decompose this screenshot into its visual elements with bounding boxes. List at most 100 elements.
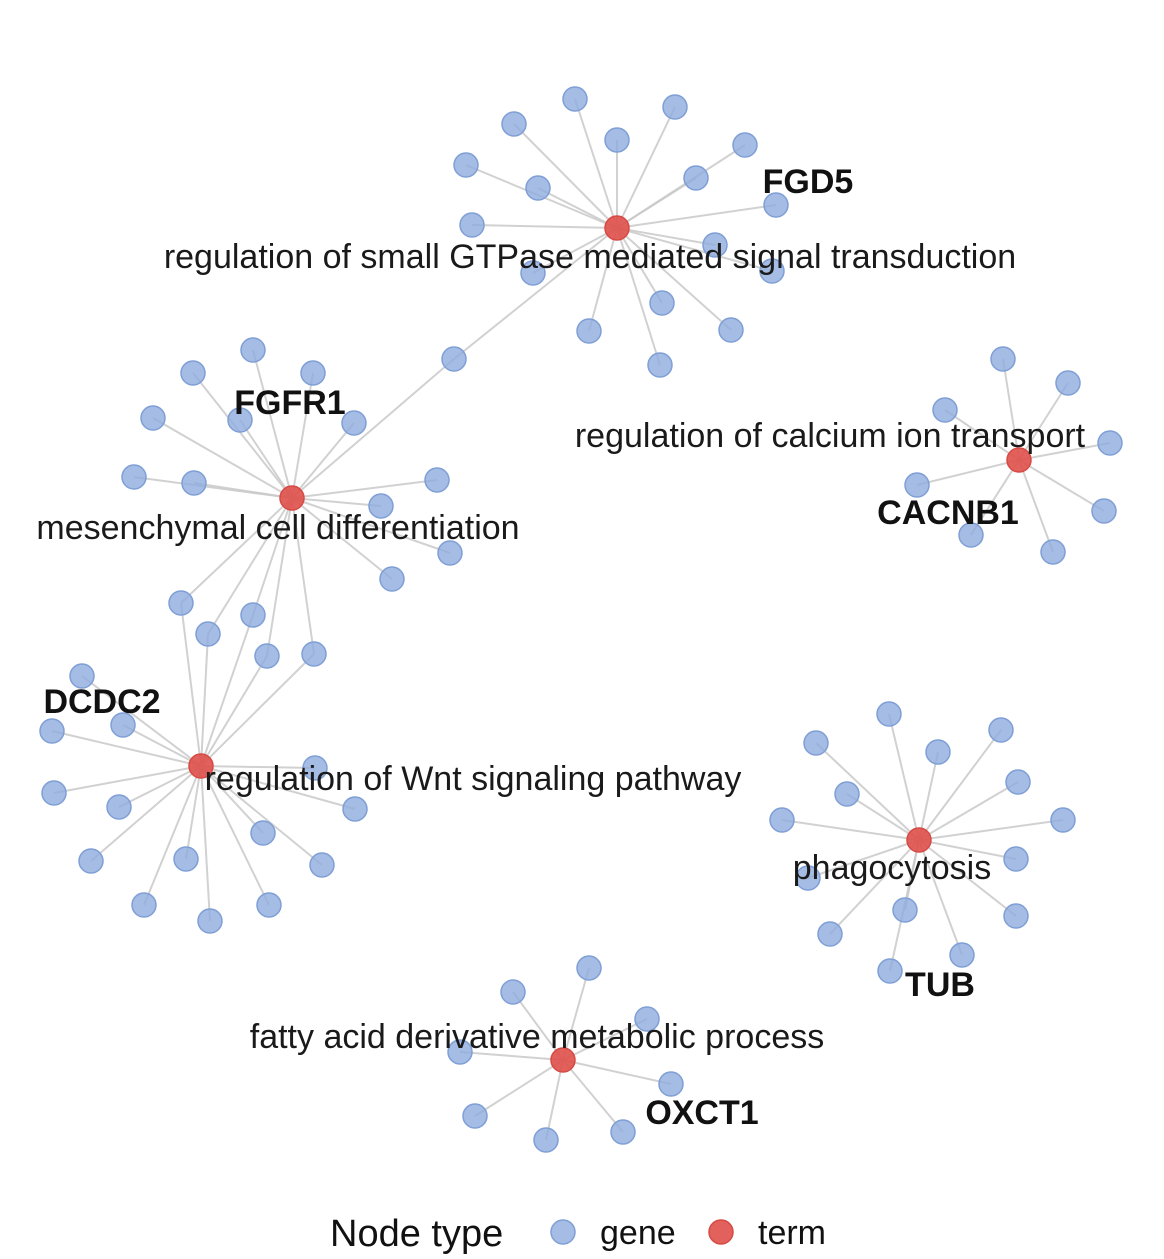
gene-node-50 <box>250 820 276 846</box>
edge-gene-40-t_mesench <box>207 497 293 635</box>
gene-node-32 <box>121 464 147 490</box>
edge-gene-70-t_phago <box>918 839 963 956</box>
gene-node-27 <box>180 360 206 386</box>
gene-node-72 <box>576 955 602 981</box>
gene-node-10 <box>702 232 728 258</box>
term-node-fatty <box>550 1047 576 1073</box>
edge-gene-39-t_mesench <box>252 497 293 616</box>
gene-node-61 <box>1005 769 1031 795</box>
term-node-calcium <box>1006 447 1032 473</box>
edge-gene-57-t_phago <box>888 713 920 841</box>
edge-gene-39-t_wnt <box>200 614 254 767</box>
term-node-phago <box>906 827 932 853</box>
edge-gene-72-t_fatty <box>562 967 590 1061</box>
gene-node-fgfr1 <box>227 407 253 433</box>
gene-node-0 <box>562 86 588 112</box>
edge-gene-25-t_calcium <box>1018 459 1054 553</box>
edge-gene-27-t_mesench <box>192 372 293 499</box>
gene-node-70 <box>949 942 975 968</box>
edge-gene-13-t_gtpase <box>616 227 663 304</box>
gene-node-63 <box>1050 807 1076 833</box>
gene-label-tub: TUB <box>905 966 975 1004</box>
gene-node-19 <box>1055 370 1081 396</box>
edge-gene-49-t_wnt <box>200 765 356 810</box>
edge-g_fgfr1-t_mesench <box>239 419 293 499</box>
edge-gene-38-t_mesench <box>180 497 293 604</box>
gene-node-77 <box>462 1103 488 1129</box>
gene-node-9 <box>459 212 485 238</box>
term-label-gtpase: regulation of small GTPase mediated sign… <box>164 238 1016 276</box>
gene-node-67 <box>892 897 918 923</box>
edge-g_cacnb1-t_calcium <box>970 459 1020 536</box>
gene-node-42 <box>254 643 280 669</box>
legend-title: Node type <box>330 1213 503 1254</box>
edge-gene-73-t_fatty <box>512 991 564 1061</box>
edge-gene-61-t_phago <box>918 781 1019 841</box>
edge-gene-79-t_fatty <box>545 1059 564 1141</box>
gene-node-34 <box>424 467 450 493</box>
gene-label-oxct1: OXCT1 <box>645 1094 758 1132</box>
edge-gene-40-t_wnt <box>200 633 209 767</box>
legend-term-swatch <box>708 1219 734 1245</box>
edge-gene-52-t_wnt <box>185 765 202 860</box>
edge-gene-17-t_mesench <box>291 358 455 499</box>
gene-node-58 <box>988 717 1014 743</box>
term-label-mesenchymal: mesenchymal cell differentiation <box>36 509 519 547</box>
gene-node-74 <box>634 1006 660 1032</box>
edge-gene-9-t_gtpase <box>471 224 618 229</box>
gene-node-26 <box>240 337 266 363</box>
edge-gene-2-t_gtpase <box>513 123 618 229</box>
edge-gene-63-t_phago <box>918 819 1064 841</box>
edge-gene-20-t_calcium <box>944 409 1020 461</box>
legend: Node type gene term <box>330 1213 826 1255</box>
gene-node-37 <box>379 566 405 592</box>
gene-node-60 <box>925 739 951 765</box>
edge-gene-51-t_wnt <box>90 765 202 862</box>
gene-node-7 <box>525 175 551 201</box>
gene-node-fgd5 <box>763 192 789 218</box>
gene-node-36 <box>437 540 463 566</box>
edge-gene-62-t_phago <box>846 793 920 841</box>
term-node-mesench <box>279 485 305 511</box>
term-node-wnt <box>188 753 214 779</box>
gene-node-51 <box>78 848 104 874</box>
edge-gene-21-t_calcium <box>1018 442 1111 461</box>
edge-gene-6-t_gtpase <box>616 177 697 229</box>
gene-node-35 <box>368 493 394 519</box>
edge-gene-16-t_gtpase <box>616 227 661 366</box>
gene-node-6 <box>683 165 709 191</box>
edge-gene-10-t_gtpase <box>616 227 716 246</box>
gene-node-76 <box>658 1071 684 1097</box>
gene-node-47 <box>41 780 67 806</box>
edge-gene-28-t_mesench <box>291 372 314 499</box>
gene-node-33 <box>181 470 207 496</box>
gene-label-fgd5: FGD5 <box>763 163 854 201</box>
edge-gene-15-t_gtpase <box>616 227 732 331</box>
edge-gene-53-t_wnt <box>200 765 323 866</box>
gene-node-46 <box>302 755 328 781</box>
gene-node-25 <box>1040 539 1066 565</box>
edge-gene-12-t_gtpase <box>532 227 618 274</box>
edge-gene-65-t_phago <box>918 839 1017 860</box>
gene-label-dcdc2: DCDC2 <box>43 683 160 721</box>
edge-gene-44-t_wnt <box>122 724 202 767</box>
legend-gene-swatch <box>550 1219 576 1245</box>
edge-gene-76-t_fatty <box>562 1059 672 1085</box>
gene-node-23 <box>1091 498 1117 524</box>
gene-node-75 <box>447 1039 473 1065</box>
gene-node-66 <box>795 865 821 891</box>
gene-node-57 <box>876 701 902 727</box>
edge-gene-54-t_wnt <box>143 765 202 906</box>
gene-node-62 <box>834 781 860 807</box>
edge-gene-37-t_mesench <box>291 497 393 580</box>
gene-node-cacnb1 <box>958 522 984 548</box>
gene-node-29 <box>140 405 166 431</box>
edge-gene-64-t_phago <box>781 819 920 841</box>
edge-gene-34-t_mesench <box>291 479 438 499</box>
edge-gene-45-t_wnt <box>51 730 202 767</box>
gene-node-oxct1 <box>610 1119 636 1145</box>
edge-gene-59-t_phago <box>815 742 920 841</box>
edge-gene-50-t_wnt <box>200 765 264 834</box>
gene-node-22 <box>904 472 930 498</box>
